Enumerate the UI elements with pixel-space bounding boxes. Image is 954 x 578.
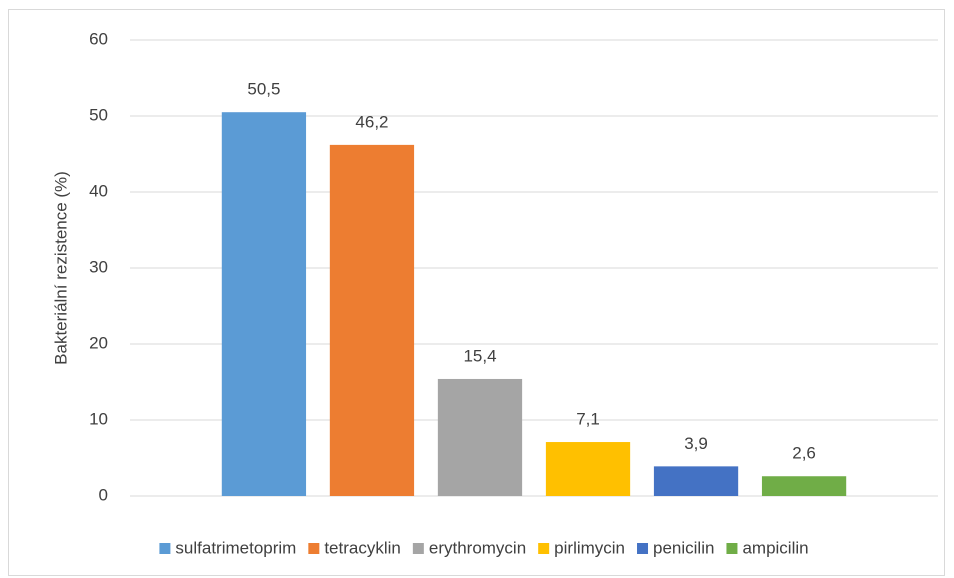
bar <box>221 112 307 496</box>
y-tick-label: 60 <box>89 29 108 48</box>
bar <box>329 144 415 496</box>
legend-swatch <box>637 543 649 554</box>
data-label: 3,9 <box>684 434 708 453</box>
y-tick-label: 10 <box>89 409 108 428</box>
legend-swatch <box>412 543 424 554</box>
legend-label: pirlimycin <box>554 538 625 557</box>
y-tick-label: 0 <box>99 485 108 504</box>
bar <box>545 442 631 496</box>
bar <box>437 378 523 496</box>
y-tick-label: 50 <box>89 105 108 124</box>
legend-label: tetracyklin <box>324 538 401 557</box>
data-label: 7,1 <box>576 410 600 429</box>
data-label: 2,6 <box>792 444 816 463</box>
legend-swatch <box>308 543 320 554</box>
legend-swatch <box>538 543 550 554</box>
y-tick-label: 40 <box>89 181 108 200</box>
data-label: 50,5 <box>247 80 280 99</box>
bar <box>761 476 847 496</box>
legend-swatch <box>726 543 738 554</box>
y-tick-label: 20 <box>89 333 108 352</box>
legend-swatch <box>159 543 171 554</box>
legend-label: erythromycin <box>429 538 526 557</box>
legend-label: penicilin <box>653 538 714 557</box>
legend-label: ampicilin <box>742 538 808 557</box>
legend-label: sulfatrimetoprim <box>175 538 296 557</box>
y-axis-label: Bakteriální rezistence (%) <box>51 171 70 365</box>
data-label: 15,4 <box>463 346 496 365</box>
bar <box>653 466 739 496</box>
y-tick-label: 30 <box>89 257 108 276</box>
data-label: 46,2 <box>355 112 388 131</box>
